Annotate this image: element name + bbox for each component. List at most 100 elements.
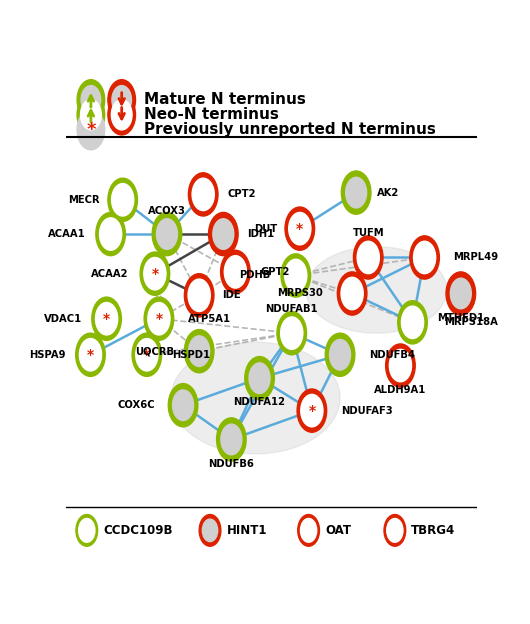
Text: *: * xyxy=(296,222,303,236)
Ellipse shape xyxy=(77,95,105,135)
Text: COX6C: COX6C xyxy=(118,400,155,410)
Ellipse shape xyxy=(285,259,307,291)
Text: MECR: MECR xyxy=(68,195,100,205)
Text: OAT: OAT xyxy=(325,524,351,537)
Ellipse shape xyxy=(108,178,137,222)
Text: *: * xyxy=(103,312,110,326)
Ellipse shape xyxy=(136,339,158,371)
Text: CCDC109B: CCDC109B xyxy=(103,524,173,537)
Ellipse shape xyxy=(169,384,198,427)
Ellipse shape xyxy=(277,311,306,355)
Ellipse shape xyxy=(199,515,221,546)
Ellipse shape xyxy=(357,241,379,274)
Text: Mature N terminus: Mature N terminus xyxy=(144,92,306,107)
Ellipse shape xyxy=(77,80,105,120)
Ellipse shape xyxy=(387,519,403,542)
Ellipse shape xyxy=(346,177,367,208)
Ellipse shape xyxy=(298,515,320,546)
Ellipse shape xyxy=(386,344,415,387)
Ellipse shape xyxy=(401,306,423,339)
Text: *: * xyxy=(143,348,151,362)
Ellipse shape xyxy=(224,256,246,288)
Ellipse shape xyxy=(81,100,101,130)
Ellipse shape xyxy=(289,212,311,245)
Text: GPT2: GPT2 xyxy=(260,267,289,277)
Text: VDAC1: VDAC1 xyxy=(43,314,82,324)
Ellipse shape xyxy=(354,236,383,279)
Ellipse shape xyxy=(92,297,121,340)
Text: *: * xyxy=(155,312,163,326)
Ellipse shape xyxy=(76,333,105,376)
Ellipse shape xyxy=(112,85,131,114)
Ellipse shape xyxy=(80,339,102,371)
Ellipse shape xyxy=(144,258,166,290)
Ellipse shape xyxy=(188,279,210,311)
Ellipse shape xyxy=(78,519,95,542)
Text: NDUFB6: NDUFB6 xyxy=(208,459,254,469)
Ellipse shape xyxy=(111,100,132,130)
Ellipse shape xyxy=(140,252,170,295)
Text: HSPA9: HSPA9 xyxy=(29,350,66,360)
Text: ALDH9A1: ALDH9A1 xyxy=(374,385,427,395)
Text: NDUFAF3: NDUFAF3 xyxy=(341,406,393,416)
Text: NDUFB4: NDUFB4 xyxy=(369,350,415,360)
Ellipse shape xyxy=(148,303,170,335)
Ellipse shape xyxy=(81,85,101,114)
Text: IDE: IDE xyxy=(222,290,241,300)
Ellipse shape xyxy=(95,303,118,335)
Ellipse shape xyxy=(108,95,136,135)
Ellipse shape xyxy=(208,212,238,256)
Text: TUFM: TUFM xyxy=(352,228,384,238)
Ellipse shape xyxy=(384,515,405,546)
Ellipse shape xyxy=(297,389,326,432)
Text: HINT1: HINT1 xyxy=(226,524,267,537)
Ellipse shape xyxy=(213,219,234,250)
Ellipse shape xyxy=(96,212,126,256)
Ellipse shape xyxy=(413,241,436,274)
Ellipse shape xyxy=(325,333,355,376)
Ellipse shape xyxy=(202,519,218,542)
Ellipse shape xyxy=(76,515,98,546)
Ellipse shape xyxy=(217,418,246,461)
Ellipse shape xyxy=(184,274,214,317)
Ellipse shape xyxy=(132,333,162,376)
Ellipse shape xyxy=(77,109,105,150)
Ellipse shape xyxy=(189,336,210,366)
Ellipse shape xyxy=(152,212,182,256)
Text: TBRG4: TBRG4 xyxy=(411,524,455,537)
Ellipse shape xyxy=(171,342,340,454)
Text: AK2: AK2 xyxy=(377,188,399,198)
Ellipse shape xyxy=(112,183,134,216)
Ellipse shape xyxy=(144,297,174,340)
Text: NDUFA12: NDUFA12 xyxy=(234,397,286,407)
Text: *: * xyxy=(152,266,158,281)
Text: PDHB: PDHB xyxy=(239,270,270,280)
Text: IDH1: IDH1 xyxy=(247,229,275,239)
Ellipse shape xyxy=(306,246,447,333)
Ellipse shape xyxy=(100,218,122,250)
Ellipse shape xyxy=(249,363,270,394)
Ellipse shape xyxy=(410,236,439,279)
Text: MTHFD1: MTHFD1 xyxy=(437,313,484,323)
Ellipse shape xyxy=(398,301,427,344)
Ellipse shape xyxy=(221,424,242,455)
Ellipse shape xyxy=(184,329,214,373)
Ellipse shape xyxy=(188,173,218,216)
Text: MRPL49: MRPL49 xyxy=(453,253,499,263)
Text: HSPD1: HSPD1 xyxy=(172,350,210,360)
Ellipse shape xyxy=(338,272,367,315)
Ellipse shape xyxy=(390,349,411,382)
Ellipse shape xyxy=(301,394,323,427)
Text: NDUFAB1: NDUFAB1 xyxy=(266,304,318,314)
Text: ACAA1: ACAA1 xyxy=(48,229,86,239)
Text: CPT2: CPT2 xyxy=(228,190,257,200)
Text: MRPS30: MRPS30 xyxy=(277,288,323,298)
Ellipse shape xyxy=(285,207,315,250)
Ellipse shape xyxy=(446,272,475,315)
Text: ACAA2: ACAA2 xyxy=(91,269,128,279)
Ellipse shape xyxy=(220,250,250,293)
Ellipse shape xyxy=(245,356,275,400)
Ellipse shape xyxy=(341,277,363,310)
Ellipse shape xyxy=(281,254,311,297)
Ellipse shape xyxy=(192,178,214,211)
